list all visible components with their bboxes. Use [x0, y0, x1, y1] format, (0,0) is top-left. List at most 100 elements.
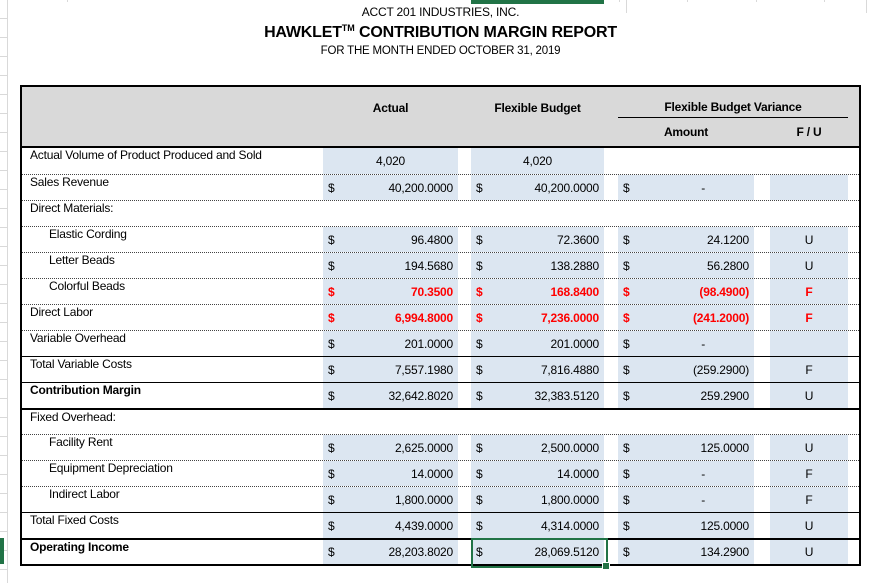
direct-materials-header-actual-cell[interactable]	[323, 201, 458, 226]
letter-beads-flex-cell[interactable]: $138.2880	[471, 253, 604, 278]
sales-revenue-flex-cell[interactable]: $40,200.0000	[471, 175, 604, 200]
currency-symbol: $	[476, 518, 483, 533]
column-header-favorable-unfavorable[interactable]: F / U	[796, 125, 822, 139]
elastic-cording-actual-cell[interactable]: $96.4800	[323, 227, 458, 252]
gridline-tick	[687, 0, 688, 2]
direct-labor-fu-cell[interactable]: F	[770, 305, 848, 330]
colorful-beads-actual-cell[interactable]: $70.3500	[323, 279, 458, 304]
colorful-beads-amount-cell[interactable]: $ (98.4900)	[618, 279, 754, 304]
row-contribution-margin: Contribution Margin $32,642.8020 $32,383.5…	[22, 382, 859, 408]
direct-labor-label-cell[interactable]: Direct Labor	[30, 305, 93, 319]
indirect-labor-flex-cell[interactable]: $1,800.0000	[471, 487, 604, 512]
total-fixed-costs-label-cell[interactable]: Total Fixed Costs	[30, 513, 119, 527]
active-cell-selection[interactable]	[471, 538, 610, 570]
fixed-overhead-header-label-cell[interactable]: Fixed Overhead:	[30, 410, 116, 424]
right-pad	[848, 410, 859, 434]
contribution-margin-amount-cell[interactable]: $259.2900	[618, 383, 754, 408]
indirect-labor-amount-cell[interactable]: $ -	[618, 487, 754, 512]
direct-labor-flex-cell[interactable]: $7,236.0000	[471, 305, 604, 330]
indirect-labor-fu-cell[interactable]: F	[770, 487, 848, 512]
total-fixed-costs-amount-cell[interactable]: $125.0000	[618, 513, 754, 538]
total-variable-costs-flex-cell[interactable]: $7,816.4880	[471, 357, 604, 382]
colorful-beads-flex-cell[interactable]: $168.8400	[471, 279, 604, 304]
operating-income-actual-cell[interactable]: $28,203.8020	[323, 540, 458, 564]
facility-rent-amount-cell[interactable]: $125.0000	[618, 435, 754, 460]
column-header-flexible-budget[interactable]: Flexible Budget	[494, 101, 581, 115]
elastic-cording-flex-cell[interactable]: $72.3600	[471, 227, 604, 252]
operating-income-fu-cell[interactable]: U	[770, 540, 848, 564]
sales-revenue-label-cell[interactable]: Sales Revenue	[30, 175, 109, 189]
sales-revenue-fu-cell[interactable]	[770, 175, 848, 200]
variable-overhead-flex-cell[interactable]: $201.0000	[471, 331, 604, 356]
equipment-depreciation-label-cell[interactable]: Equipment Depreciation	[49, 461, 173, 475]
equipment-depreciation-amount-cell[interactable]: $ -	[618, 461, 754, 486]
direct-materials-header-fu-cell[interactable]	[770, 201, 848, 226]
fill-handle[interactable]	[602, 562, 610, 570]
facility-rent-actual-cell[interactable]: $2,625.0000	[323, 435, 458, 460]
total-variable-costs-actual-cell[interactable]: $7,557.1980	[323, 357, 458, 382]
direct-labor-actual-cell[interactable]: $6,994.8000	[323, 305, 458, 330]
direct-materials-header-amount-cell[interactable]	[618, 201, 754, 226]
fixed-overhead-header-amount-cell[interactable]	[618, 410, 754, 434]
table-rows: Actual Volume of Product Produced and So…	[22, 148, 859, 564]
column-header-actual[interactable]: Actual	[372, 101, 409, 115]
equipment-depreciation-fu-cell[interactable]: F	[770, 461, 848, 486]
letter-beads-actual-cell[interactable]: $194.5680	[323, 253, 458, 278]
total-fixed-costs-flex-cell[interactable]: $4,314.0000	[471, 513, 604, 538]
column-header-variance-group[interactable]: Flexible Budget Variance	[618, 87, 848, 118]
total-variable-costs-amount-cell[interactable]: $ (259.2900)	[618, 357, 754, 382]
indirect-labor-label-cell[interactable]: Indirect Labor	[49, 487, 120, 501]
actual-volume-flex-cell[interactable]: 4,020	[471, 148, 604, 174]
elastic-cording-fu-cell[interactable]: U	[770, 227, 848, 252]
variable-overhead-amount-cell[interactable]: $ -	[618, 331, 754, 356]
column-gap	[604, 357, 618, 382]
right-pad	[848, 487, 859, 512]
contribution-margin-actual-cell[interactable]: $32,642.8020	[323, 383, 458, 408]
actual-volume-actual-cell[interactable]: 4,020	[323, 148, 458, 174]
total-variable-costs-label-cell[interactable]: Total Variable Costs	[30, 357, 132, 371]
column-gap	[604, 461, 618, 486]
indirect-labor-actual-cell[interactable]: $1,800.0000	[323, 487, 458, 512]
actual-volume-label-cell[interactable]: Actual Volume of Product Produced and So…	[30, 148, 262, 162]
facility-rent-fu-cell[interactable]: U	[770, 435, 848, 460]
facility-rent-flex-cell[interactable]: $2,500.0000	[471, 435, 604, 460]
direct-labor-amount-value: (241.2000)	[692, 310, 749, 325]
total-fixed-costs-actual-cell[interactable]: $4,439.0000	[323, 513, 458, 538]
currency-symbol: $	[623, 180, 630, 195]
actual-volume-fu-cell[interactable]	[770, 148, 848, 174]
column-header-variance-amount[interactable]: Amount	[663, 125, 709, 139]
sales-revenue-amount-cell[interactable]: $ -	[618, 175, 754, 200]
sales-revenue-actual-cell[interactable]: $40,200.0000	[323, 175, 458, 200]
direct-materials-header-label-cell[interactable]: Direct Materials:	[30, 201, 114, 215]
operating-income-flex-cell[interactable]: $28,069.5120	[471, 540, 604, 564]
letter-beads-fu-cell[interactable]: U	[770, 253, 848, 278]
variable-overhead-actual-cell[interactable]: $201.0000	[323, 331, 458, 356]
facility-rent-label-cell[interactable]: Facility Rent	[49, 435, 113, 449]
fixed-overhead-header-fu-cell[interactable]	[770, 410, 848, 434]
elastic-cording-label-cell[interactable]: Elastic Cording	[49, 227, 127, 241]
equipment-depreciation-amount-value: -	[701, 466, 705, 481]
operating-income-amount-cell[interactable]: $134.2900	[618, 540, 754, 564]
colorful-beads-fu-cell[interactable]: F	[770, 279, 848, 304]
column-gap	[604, 487, 618, 512]
fixed-overhead-header-actual-cell[interactable]	[323, 410, 458, 434]
contribution-margin-label-cell[interactable]: Contribution Margin	[30, 383, 141, 397]
contribution-margin-flex-cell[interactable]: $32,383.5120	[471, 383, 604, 408]
letter-beads-amount-cell[interactable]: $56.2800	[618, 253, 754, 278]
fixed-overhead-header-flex-cell[interactable]	[471, 410, 604, 434]
colorful-beads-label-cell[interactable]: Colorful Beads	[49, 279, 125, 293]
elastic-cording-amount-cell[interactable]: $24.1200	[618, 227, 754, 252]
operating-income-label-cell[interactable]: Operating Income	[30, 540, 129, 554]
total-fixed-costs-fu-cell[interactable]: U	[770, 513, 848, 538]
direct-labor-amount-cell[interactable]: $ (241.2000)	[618, 305, 754, 330]
equipment-depreciation-actual-cell[interactable]: $14.0000	[323, 461, 458, 486]
equipment-depreciation-flex-cell[interactable]: $14.0000	[471, 461, 604, 486]
letter-beads-label-cell[interactable]: Letter Beads	[49, 253, 115, 267]
variable-overhead-fu-cell[interactable]	[770, 331, 848, 356]
gridline-tick	[866, 0, 867, 13]
contribution-margin-fu-cell[interactable]: U	[770, 383, 848, 408]
variable-overhead-label-cell[interactable]: Variable Overhead	[30, 331, 126, 345]
total-variable-costs-fu-cell[interactable]: F	[770, 357, 848, 382]
direct-materials-header-flex-cell[interactable]	[471, 201, 604, 226]
actual-volume-amount-cell[interactable]	[618, 148, 754, 174]
